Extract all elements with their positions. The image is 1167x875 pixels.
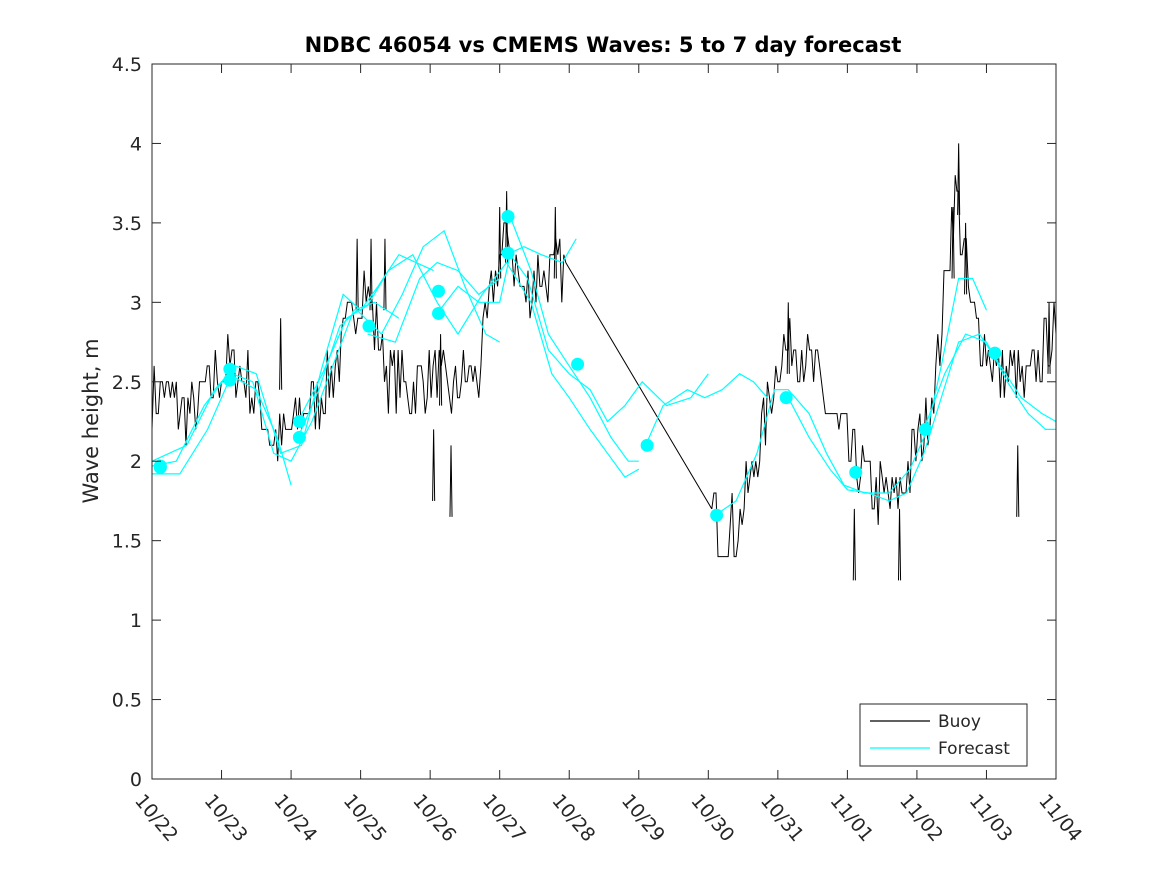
forecast-marker: [223, 362, 237, 376]
buoy-spike: [449, 445, 453, 517]
forecast-marker: [362, 319, 376, 333]
forecast-marker: [849, 465, 863, 479]
legend-label: Forecast: [938, 739, 1010, 759]
buoy-spike: [964, 222, 968, 295]
buoy-spike: [957, 143, 961, 215]
buoy-spike: [383, 238, 387, 311]
forecast-line: [714, 277, 988, 516]
forecast-marker: [571, 357, 585, 371]
y-tick-label: 0.5: [112, 690, 142, 712]
y-tick-label: 2: [130, 451, 142, 473]
forecast-markers: [153, 210, 1002, 522]
y-tick-label: 3: [130, 292, 142, 314]
buoy-line-segment: [151, 222, 567, 462]
forecast-line: [297, 253, 640, 478]
buoy-spike: [553, 206, 557, 279]
y-axis-label: Wave height, m: [79, 338, 103, 503]
forecast-line: [923, 333, 1056, 430]
x-tick-label: 10/24: [269, 790, 321, 846]
x-tick-label: 11/01: [826, 790, 878, 846]
y-tick-label: 0: [130, 769, 142, 791]
forecast-line: [367, 261, 501, 343]
forecast-marker: [779, 391, 793, 405]
forecast-marker: [292, 415, 306, 428]
forecast-marker: [431, 306, 445, 320]
legend-label: Buoy: [938, 712, 981, 732]
forecast-line: [787, 333, 1057, 502]
buoy-spike: [432, 429, 436, 501]
x-tick-label: 10/26: [408, 790, 460, 846]
buoy-spike: [786, 302, 790, 374]
buoy-spike: [279, 318, 283, 390]
x-tick-label: 10/30: [686, 790, 738, 846]
buoy-spike: [498, 206, 502, 279]
forecast-marker: [292, 430, 306, 444]
buoy-spike: [439, 334, 443, 406]
buoy-spike: [369, 238, 373, 311]
buoy-spike: [951, 206, 955, 279]
x-tick-label: 10/27: [478, 790, 530, 846]
buoy-spike: [1016, 445, 1020, 517]
x-tick-label: 10/25: [339, 790, 391, 846]
forecast-line: [297, 229, 500, 438]
x-tick-label: 10/29: [617, 790, 669, 846]
forecast-marker: [153, 461, 167, 475]
x-tick-label: 10/23: [200, 790, 252, 846]
forecast-line: [509, 238, 577, 264]
forecast-marker: [640, 438, 654, 452]
forecast-marker: [918, 422, 932, 436]
forecast-marker: [988, 346, 1002, 360]
y-tick-label: 4.5: [112, 54, 142, 76]
buoy-spike: [505, 191, 509, 263]
legend-box: [859, 703, 1028, 767]
y-tick-label: 3.5: [112, 213, 142, 235]
x-tick-label: 11/02: [895, 790, 947, 846]
legend: Buoy Forecast: [859, 703, 1028, 767]
forecast-line: [645, 373, 768, 446]
y-tick-label: 1: [130, 610, 142, 632]
buoy-spike: [355, 238, 359, 311]
x-tick-label: 10/28: [547, 790, 599, 846]
y-tick-label: 2.5: [112, 372, 142, 394]
forecast-marker: [710, 508, 724, 522]
forecast-marker: [431, 284, 445, 298]
buoy-spike: [852, 508, 856, 581]
forecast-line: [151, 253, 434, 462]
forecast-series-group: [151, 216, 1057, 516]
x-tick-label: 10/22: [130, 790, 182, 846]
y-tick-label: 4: [130, 133, 142, 155]
chart-title: NDBC 46054 vs CMEMS Waves: 5 to 7 day fo…: [305, 33, 902, 57]
forecast-line: [509, 216, 639, 462]
axes-box: [151, 63, 1057, 780]
forecast-marker: [223, 373, 237, 387]
y-tick-label: 1.5: [112, 531, 142, 553]
x-tick-label: 11/03: [965, 790, 1017, 846]
forecast-marker: [501, 246, 515, 260]
buoy-spike: [897, 508, 902, 581]
forecast-marker: [501, 210, 515, 224]
x-tick-label: 11/04: [1034, 790, 1086, 846]
x-tick-label: 10/31: [756, 790, 808, 846]
forecast-line: [436, 253, 709, 423]
